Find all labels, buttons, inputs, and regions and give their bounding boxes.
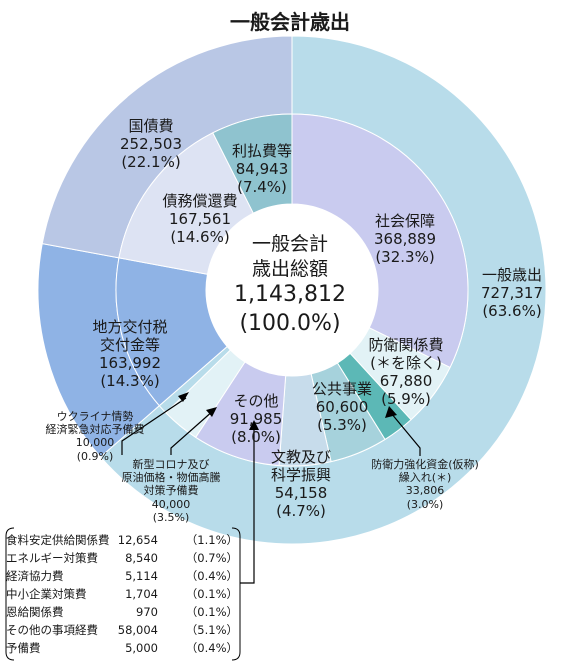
breakdown-value: 1,704 [125,587,158,601]
breakdown-name: 経済協力費 [6,569,64,583]
center-label: 一般会計 歳出総額 1,143,812 (100.0%) [205,232,375,339]
breakdown-percent: （1.1%） [185,533,238,547]
outer-ring [37,35,547,545]
breakdown-bracket-right [231,527,241,661]
breakdown-value: 8,540 [125,551,158,565]
breakdown-row: その他の事項経費 58,004 （5.1%） [6,621,246,639]
breakdown-name: 中小企業対策費 [6,587,87,601]
center-value: 1,143,812 [234,282,346,308]
label-haraihi: 利払費等 84,943 (7.4%) [231,142,292,196]
label-saimu: 債務償還費 167,561 (14.6%) [162,192,238,246]
breakdown-value: 970 [136,605,158,619]
breakdown-row: 恩給関係費 970 （0.1%） [6,603,246,621]
label-shakai: 社会保障 368,889 (32.3%) [373,212,437,266]
label-chiho: 地方交付税 交付金等 163,992 (14.3%) [92,318,168,390]
breakdown-row: 食料安定供給関係費 12,654 （1.1%） [6,531,246,549]
breakdown-row: 中小企業対策費 1,704 （0.1%） [6,585,246,603]
label-boei-kikin: 防衛力強化資金(仮称) 繰入れ(＊) 33,806 (3.0%) [371,458,479,511]
chart-title: 一般会計歳出 [230,10,350,34]
center-line2: 歳出総額 [251,257,328,280]
breakdown-percent: （0.7%） [185,551,238,565]
breakdown-percent: （0.4%） [185,641,238,655]
breakdown-value: 58,004 [117,623,158,637]
breakdown-name: エネルギー対策費 [6,551,98,565]
label-kokusaihi: 国債費 252,503 (22.1%) [119,117,183,171]
label-boei: 防衛関係費 (＊を除く) 67,880 (5.9%) [368,336,444,408]
breakdown-value: 5,114 [125,569,158,583]
center-line1: 一般会計 [251,233,328,255]
center-hole [206,204,378,376]
label-kokyo: 公共事業 60,600 (5.3%) [311,380,372,434]
label-sonota: その他 91,985 (8.0%) [229,392,283,446]
breakdown-row: エネルギー対策費 8,540 （0.7%） [6,549,246,567]
breakdown-percent: （0.4%） [185,569,238,583]
breakdown-bracket-left [5,527,15,661]
breakdown-percent: （0.1%） [185,605,238,619]
breakdown-name: 食料安定供給関係費 [6,533,110,547]
breakdown-name: 恩給関係費 [6,605,64,619]
label-ippan-saishutsu: 一般歳出 727,317 (63.6%) [480,266,544,320]
breakdown-row: 経済協力費 5,114 （0.4%） [6,567,246,585]
breakdown-row: 予備費 5,000 （0.4%） [6,639,246,657]
label-bunkyo: 文教及び 科学振興 54,158 (4.7%) [270,448,331,520]
leader-lines [121,392,421,584]
center-percent: (100.0%) [239,310,341,336]
breakdown-list: 食料安定供給関係費 12,654 （1.1%） エネルギー対策費 8,540 （0.7%）… [6,531,246,657]
inner-ring [115,113,469,467]
label-ukraine: ウクライナ情勢 経済緊急対応予備費 10,000 (0.9%) [45,410,145,463]
breakdown-value: 12,654 [117,533,158,547]
breakdown-value: 5,000 [125,641,158,655]
breakdown-percent: （0.1%） [185,587,238,601]
breakdown-percent: （5.1%） [185,623,238,637]
breakdown-name: 予備費 [6,641,41,655]
label-corona: 新型コロナ及び 原油価格・物価高騰 対策予備費 40,000 (3.5%) [121,458,221,524]
breakdown-name: その他の事項経費 [6,623,98,637]
